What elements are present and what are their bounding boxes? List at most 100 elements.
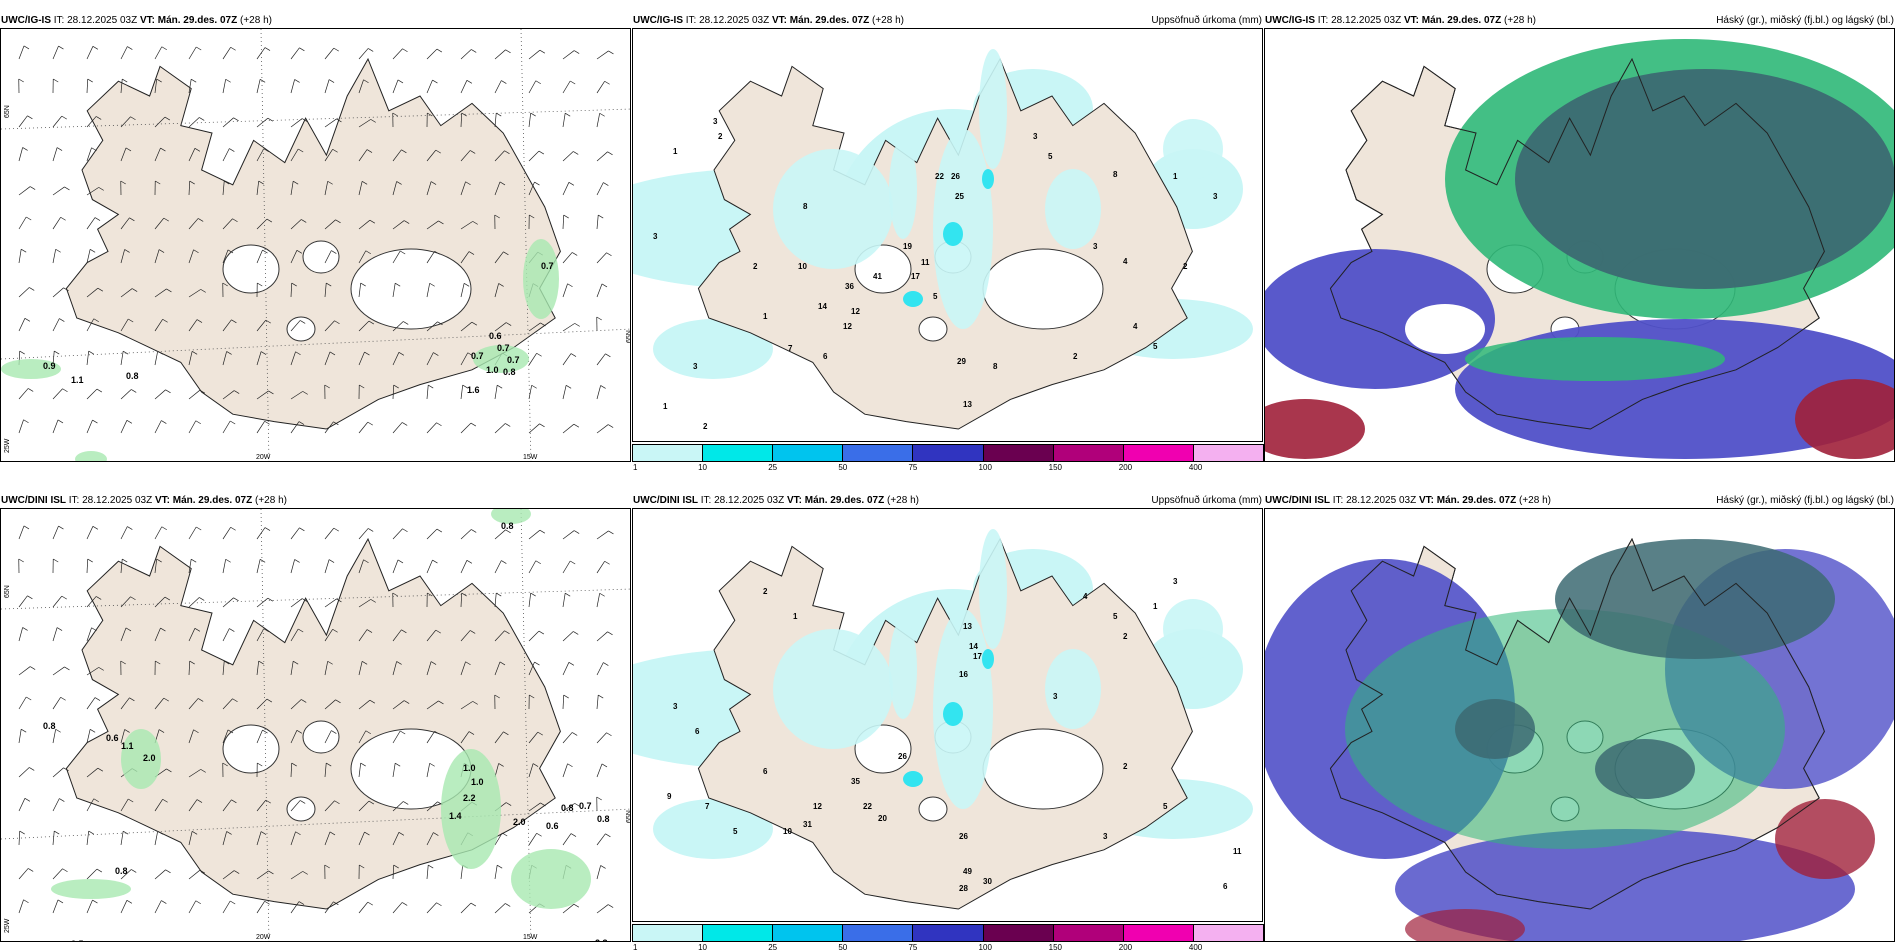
precip-value-label: 0.7 <box>497 343 510 353</box>
valid-time: VT: Mán. 29.des. 07Z <box>787 495 884 506</box>
wind-barb-tick <box>428 865 433 868</box>
wind-barb-tick <box>27 116 32 119</box>
precip-amount-label: 4 <box>1083 592 1088 601</box>
glacier <box>351 249 471 329</box>
wind-barb <box>257 421 265 433</box>
precip-amount-label: 3 <box>1103 832 1108 841</box>
wind-barb <box>563 593 565 607</box>
wind-barb-tick <box>569 662 574 665</box>
wind-barb-tick <box>265 421 270 424</box>
wind-barb-tick <box>575 323 580 326</box>
wind-barb <box>155 901 161 913</box>
wind-barb <box>563 81 570 93</box>
wind-barb <box>53 900 58 913</box>
wind-barb-tick <box>161 901 166 904</box>
wind-barb <box>495 113 496 127</box>
wind-barb-tick <box>162 47 167 50</box>
wind-barb-tick <box>123 351 128 354</box>
glacier <box>303 721 339 753</box>
wind-barb <box>359 422 368 433</box>
wind-barb <box>53 116 62 127</box>
precip-area-light <box>1045 649 1101 729</box>
lead-time: (+28 h) <box>1519 495 1551 506</box>
wind-barb <box>53 869 63 879</box>
wind-barb <box>19 767 29 777</box>
wind-barb-tick <box>25 318 30 321</box>
wind-barb <box>19 287 29 297</box>
wind-barb <box>53 148 57 161</box>
wind-barb-tick <box>191 79 196 82</box>
wind-barb-tick <box>566 385 571 388</box>
wind-barb <box>291 559 295 573</box>
precip-area-medium <box>903 771 923 787</box>
wind-barb-tick <box>123 831 128 834</box>
precip-amount-label: 16 <box>959 670 968 679</box>
wind-barb <box>563 424 574 433</box>
wind-barb <box>121 420 127 433</box>
wind-barb <box>529 353 537 365</box>
graticule-label: 65N <box>626 810 631 823</box>
precip-amount-label: 2 <box>763 587 768 596</box>
wind-barb-tick <box>166 870 171 873</box>
precip-value-label: 2.2 <box>463 793 476 803</box>
graticule-label: 25W <box>4 438 11 453</box>
precip-area-light <box>773 149 893 269</box>
wind-barb <box>223 559 226 573</box>
precip-amount-label: 1 <box>763 312 768 321</box>
wind-barb-tick <box>92 900 97 903</box>
wind-barb <box>529 561 536 573</box>
wind-barb <box>597 531 608 539</box>
panel-title: Uppsöfnuð úrkoma (mm) <box>1151 494 1262 508</box>
wind-barb-tick <box>89 831 94 834</box>
wind-barb-tick <box>368 48 373 51</box>
wind-barb-tick <box>95 218 100 221</box>
wind-barb-tick <box>600 593 605 596</box>
wind-barb <box>529 593 531 607</box>
wind-barb-tick <box>471 529 476 532</box>
panel-header: UWC/IG-IS IT: 28.12.2025 03Z VT: Mán. 29… <box>1265 14 1894 28</box>
wind-barb <box>325 48 334 59</box>
precip-patch <box>523 239 559 319</box>
wind-barb <box>563 695 564 709</box>
wind-barb-tick <box>403 529 408 532</box>
precip-value-label: 0.8 <box>237 941 250 942</box>
wind-barb <box>597 152 608 161</box>
wind-barb-tick <box>127 47 132 50</box>
wind-barb-tick <box>605 561 610 564</box>
wind-barb <box>597 253 607 263</box>
precip-amount-label: 8 <box>803 202 808 211</box>
wind-barb-tick <box>608 632 613 635</box>
wind-barb <box>461 903 471 913</box>
wind-barb-tick <box>607 253 612 256</box>
wind-barb-tick <box>56 249 61 252</box>
wind-barb-tick <box>191 559 196 562</box>
colorbar-swatch <box>912 924 983 942</box>
precip-area-medium <box>903 291 923 307</box>
precip-amount-label: 20 <box>878 814 887 823</box>
wind-barb-tick <box>166 390 171 393</box>
wind-barb-tick <box>295 559 300 562</box>
wind-barb-tick <box>540 530 545 533</box>
clear-area <box>1405 304 1485 354</box>
wind-barb-tick <box>603 663 608 666</box>
precip-amount-label: 26 <box>951 172 960 181</box>
wind-barb-tick <box>19 79 24 82</box>
wind-barb-tick <box>53 559 58 562</box>
colorbar-swatch <box>772 444 843 462</box>
precip-amount-label: 1 <box>673 147 678 156</box>
precip-amount-label: 1 <box>1153 602 1158 611</box>
wind-barb-tick <box>28 388 33 391</box>
wind-barb <box>53 187 64 195</box>
precip-area-light <box>889 139 917 239</box>
wind-barb <box>461 49 471 59</box>
panel-header: UWC/IG-IS IT: 28.12.2025 03Z VT: Mán. 29… <box>1 14 630 28</box>
colorbar-label: 50 <box>838 463 847 472</box>
wind-barb-tick <box>600 113 605 116</box>
panel-precip-dini: UWC/DINI ISL IT: 28.12.2025 03Z VT: Mán.… <box>632 494 1263 942</box>
wind-barb-tick <box>26 217 31 220</box>
precip-amount-label: 3 <box>673 702 678 711</box>
wind-barb <box>359 902 368 913</box>
wind-barb <box>53 249 56 263</box>
wind-barb <box>427 865 428 879</box>
